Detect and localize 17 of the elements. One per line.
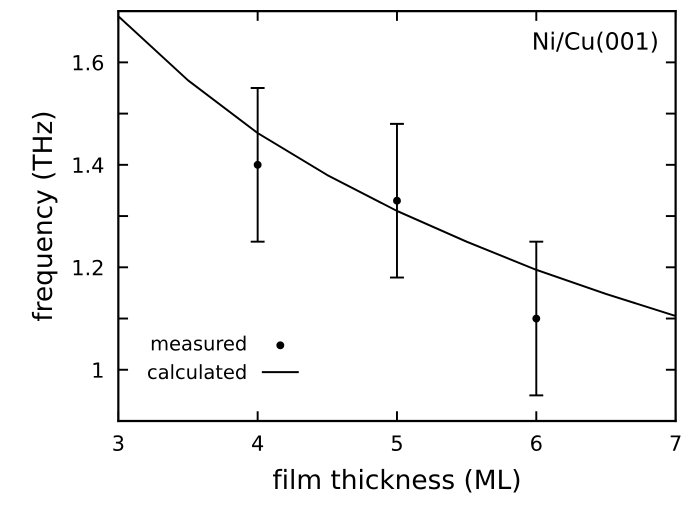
point	[532, 314, 540, 322]
y-tick-label: 1.2	[74, 260, 102, 276]
x-tick-label: 6	[531, 435, 542, 452]
x-axis-title: film thickness (ML)	[273, 468, 520, 492]
legend-label: measured	[152, 336, 246, 351]
point	[254, 160, 262, 169]
y-axis-title: frequency (THz)	[32, 112, 58, 322]
legend-label: calculated	[148, 364, 246, 380]
y-tick-label: 1	[93, 362, 103, 378]
x-tick-label: 7	[670, 436, 680, 451]
x-tick-label: 4	[252, 436, 264, 451]
annotation: Ni/Cu(001)	[534, 32, 657, 53]
point	[393, 196, 401, 205]
y-tick-label: 1.6	[74, 54, 104, 71]
x-tick-label: 5	[392, 436, 402, 452]
y-tick-label: 1.4	[74, 158, 104, 173]
x-tick-label: 3	[113, 435, 124, 452]
